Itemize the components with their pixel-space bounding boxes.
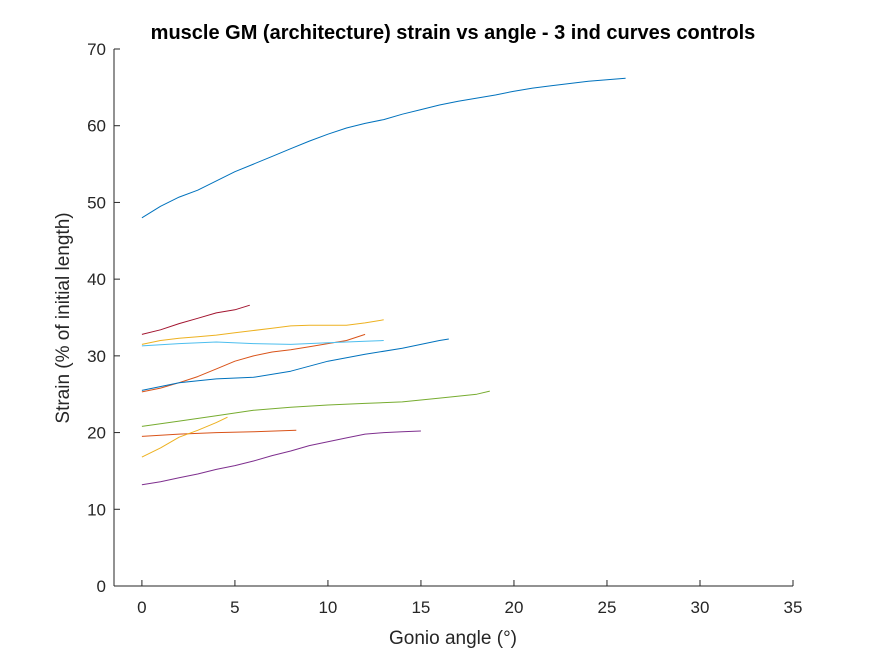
series-line-7 (141, 304, 250, 335)
x-tick-label: 5 (230, 598, 239, 617)
y-tick-label: 60 (87, 117, 106, 136)
series-line-3 (141, 319, 384, 345)
series-line-6 (141, 340, 384, 347)
x-tick-label: 25 (598, 598, 617, 617)
series-line-9 (141, 429, 297, 437)
y-axis-label: Strain (% of initial length) (53, 212, 74, 423)
y-tick-label: 20 (87, 424, 106, 443)
x-tick-label: 30 (691, 598, 710, 617)
series-line-8 (141, 338, 449, 391)
plot-area (114, 49, 793, 586)
x-tick-label: 15 (411, 598, 430, 617)
y-tick-label: 50 (87, 193, 106, 212)
y-tick-label: 30 (87, 347, 106, 366)
ticks-layer: 0 5 10 15 20 25 30 35 0 10 20 30 40 50 60 70 (87, 40, 802, 617)
series-layer (141, 77, 626, 486)
y-tick-label: 0 (97, 577, 106, 596)
x-tick-label: 10 (318, 598, 337, 617)
series-line-5 (141, 390, 490, 427)
axes-layer (113, 49, 793, 587)
y-tick-label: 70 (87, 40, 106, 59)
y-tick-label: 40 (87, 270, 106, 289)
y-tick-label: 10 (87, 500, 106, 519)
series-line-1 (141, 77, 626, 219)
chart-title: muscle GM (architecture) strain vs angle… (151, 22, 756, 44)
series-line-4 (141, 430, 421, 486)
x-tick-label: 20 (504, 598, 523, 617)
x-axis-label: Gonio angle (°) (389, 628, 517, 649)
x-tick-label: 0 (137, 598, 146, 617)
series-line-10 (141, 416, 228, 458)
x-tick-label: 35 (784, 598, 803, 617)
